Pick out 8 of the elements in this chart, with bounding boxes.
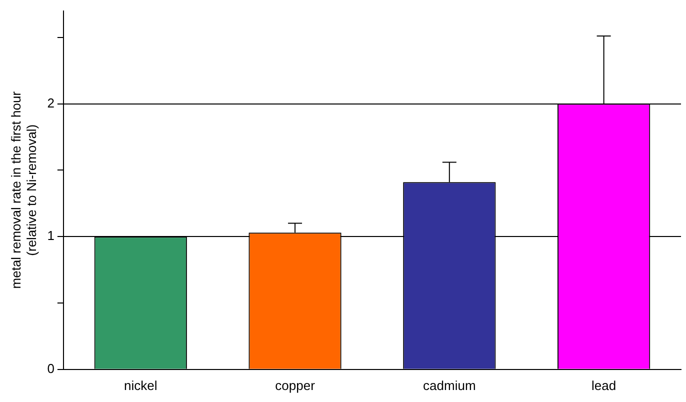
y-axis-title: metal removal rate in the first hour (relative to Ni-removal)	[8, 90, 39, 289]
x-tick-label: nickel	[124, 378, 158, 393]
y-tick-label: 2	[47, 95, 54, 110]
x-tick-label: lead	[592, 378, 616, 393]
x-tick-label: copper	[275, 378, 316, 393]
y-tick-label: 0	[47, 360, 54, 376]
y-tick-label: 1	[47, 228, 54, 244]
x-tick-label: cadmium	[423, 378, 476, 393]
